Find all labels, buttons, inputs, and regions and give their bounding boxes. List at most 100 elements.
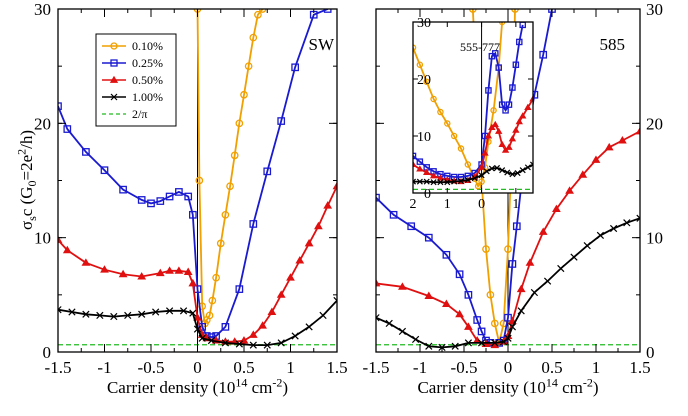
data-point	[207, 336, 216, 345]
data-point	[425, 342, 433, 350]
data-point	[82, 310, 90, 318]
panel-sw: -1.5 -1 -0.5 0 0.5 1 1.5 0 10 20 30 SW Carrier densi…	[34, 0, 348, 397]
data-point	[248, 330, 258, 338]
data-point	[389, 210, 398, 219]
data-point	[254, 10, 262, 19]
data-point	[376, 193, 380, 202]
data-point	[490, 107, 497, 114]
data-point	[455, 309, 464, 318]
data-point	[193, 325, 202, 333]
data-point	[183, 267, 193, 275]
data-point	[152, 308, 160, 316]
data-point	[488, 165, 495, 172]
data-point	[512, 126, 520, 133]
series-100-pct	[413, 161, 533, 186]
y-tick-label: 0	[424, 187, 431, 202]
series-050-pct	[58, 181, 337, 345]
data-point	[609, 224, 618, 233]
data-point	[444, 120, 451, 127]
data-point	[413, 152, 417, 160]
data-point	[276, 290, 286, 298]
y-axis-title: σsc (G0=2e2/h)	[15, 130, 39, 230]
data-point	[184, 192, 193, 201]
data-point	[423, 168, 431, 175]
data-point	[539, 50, 548, 59]
data-point	[314, 221, 323, 230]
x-tick-label: -1.5	[363, 358, 390, 377]
data-point	[58, 102, 62, 111]
data-point	[100, 166, 109, 175]
x-tick-label: 1.5	[629, 358, 650, 377]
legend-label: 0.10%	[132, 39, 163, 53]
data-point	[137, 272, 147, 280]
data-point	[235, 340, 243, 348]
data-point	[244, 62, 253, 71]
data-point	[240, 90, 248, 99]
data-point	[423, 178, 430, 185]
data-point	[457, 145, 465, 152]
data-point	[263, 167, 272, 176]
data-point	[504, 245, 512, 253]
data-point	[455, 270, 464, 279]
data-point	[138, 310, 146, 318]
data-point	[58, 306, 62, 314]
data-point	[416, 61, 424, 69]
data-point	[591, 155, 601, 163]
y-tick-label: 10	[417, 130, 431, 145]
data-point	[286, 273, 295, 281]
data-point	[618, 136, 627, 144]
data-point	[212, 273, 220, 282]
data-point	[478, 178, 485, 185]
data-point	[230, 151, 239, 160]
x-tick-label: -1.5	[45, 358, 72, 377]
data-point	[249, 33, 258, 42]
data-point	[124, 311, 132, 320]
plot-area	[58, 9, 337, 352]
data-point	[413, 44, 417, 51]
data-point	[509, 84, 516, 91]
legend-entry: 2/π	[102, 107, 147, 121]
data-point	[508, 135, 517, 142]
data-point	[474, 182, 482, 190]
y-tick-label: 10	[34, 229, 51, 248]
y-tick-label: 30	[646, 0, 663, 19]
x-tick-label: 0	[504, 358, 513, 377]
legend-entry: 0.10%	[102, 39, 163, 53]
x-tick-label: 1	[286, 358, 295, 377]
data-point	[438, 343, 446, 352]
data-point	[508, 260, 517, 268]
data-point	[398, 282, 407, 290]
data-point	[508, 323, 517, 331]
data-point	[538, 227, 548, 235]
data-point	[277, 117, 286, 125]
x-tick-label: 0.5	[541, 358, 562, 377]
data-point	[430, 95, 437, 103]
data-point	[442, 250, 451, 259]
data-point	[249, 220, 258, 228]
data-point	[165, 192, 174, 201]
data-point	[604, 142, 614, 151]
data-point	[291, 332, 299, 340]
data-point	[505, 101, 513, 108]
data-point	[295, 256, 305, 264]
data-point	[165, 266, 174, 274]
data-point	[570, 253, 578, 261]
data-point	[216, 239, 225, 248]
data-point	[118, 269, 128, 278]
data-point	[305, 323, 313, 331]
data-point	[436, 174, 445, 181]
data-point	[413, 160, 417, 167]
data-point	[235, 119, 244, 128]
series-line	[58, 185, 337, 343]
data-point	[179, 307, 188, 315]
data-point	[483, 168, 490, 175]
data-point	[499, 167, 506, 174]
data-point	[524, 164, 531, 171]
data-point	[58, 235, 63, 243]
data-point	[442, 299, 451, 307]
series-010-pct	[413, 22, 506, 190]
panel-label: 585	[600, 35, 626, 54]
data-point	[198, 334, 206, 342]
data-point	[451, 342, 459, 350]
